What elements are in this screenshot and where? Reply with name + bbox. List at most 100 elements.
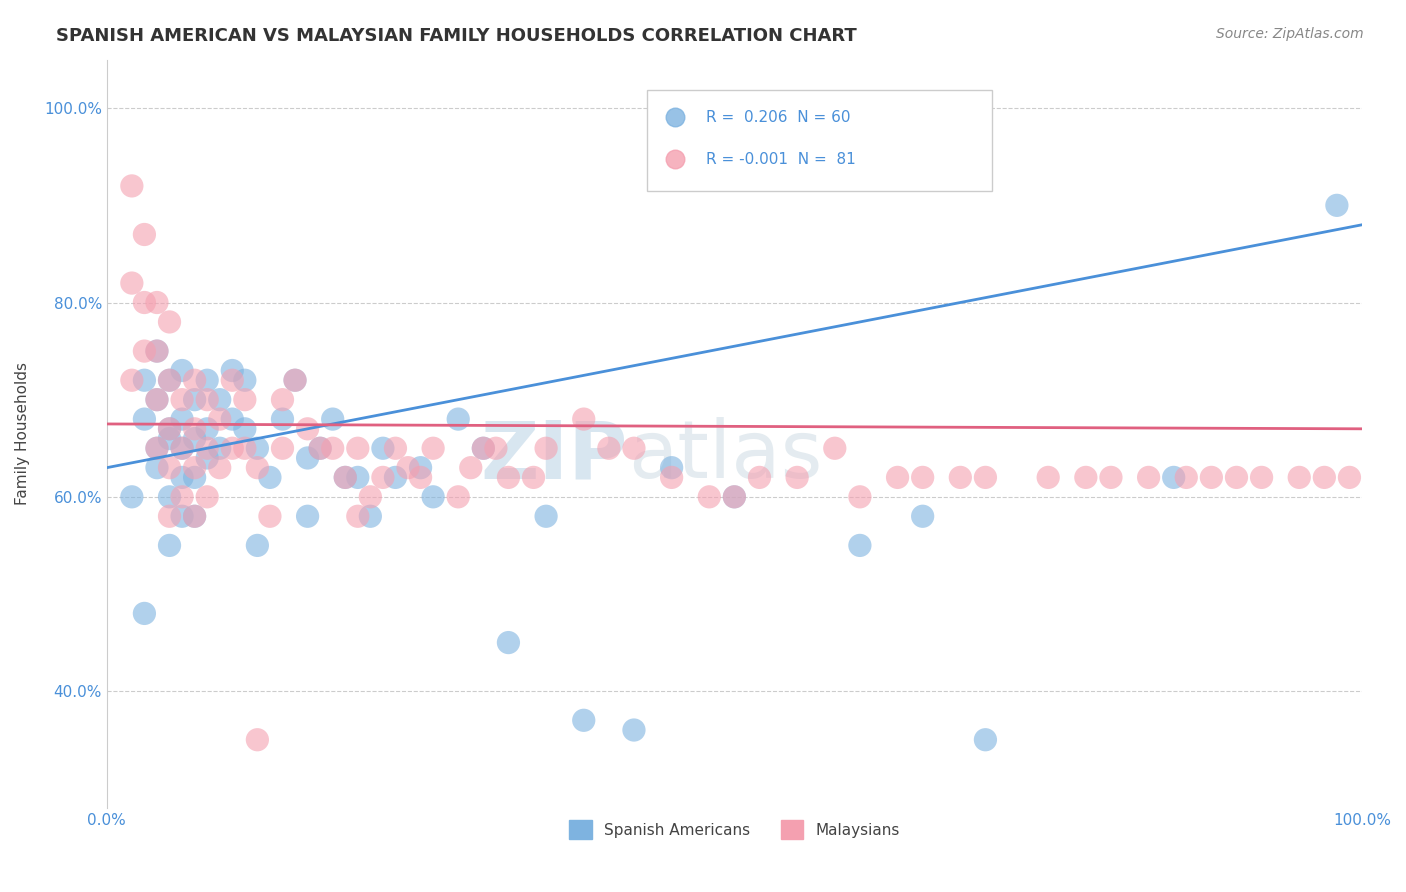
Point <box>159 422 181 436</box>
Point <box>159 509 181 524</box>
Point <box>170 392 193 407</box>
Point <box>259 470 281 484</box>
Point <box>322 442 344 456</box>
Text: R =  0.206  N = 60: R = 0.206 N = 60 <box>706 110 851 125</box>
Point <box>271 442 294 456</box>
Point <box>498 470 520 484</box>
Point <box>208 412 231 426</box>
Point <box>195 373 218 387</box>
Point <box>134 412 156 426</box>
Point <box>233 392 256 407</box>
Point <box>246 460 269 475</box>
Y-axis label: Family Households: Family Households <box>15 362 30 505</box>
Point <box>322 412 344 426</box>
Point <box>949 470 972 484</box>
Point <box>335 470 357 484</box>
Point <box>121 373 143 387</box>
Point <box>159 490 181 504</box>
Point <box>422 490 444 504</box>
Point <box>309 442 332 456</box>
Point <box>359 490 381 504</box>
Point <box>472 442 495 456</box>
Point <box>1288 470 1310 484</box>
Point <box>146 344 169 359</box>
Point <box>1201 470 1223 484</box>
Point <box>134 227 156 242</box>
Text: atlas: atlas <box>627 417 823 495</box>
Point <box>664 230 686 244</box>
Point <box>384 442 406 456</box>
Point <box>346 470 368 484</box>
Point <box>422 442 444 456</box>
Point <box>664 176 686 190</box>
Point <box>246 538 269 552</box>
Point <box>284 373 307 387</box>
Point <box>396 460 419 475</box>
Point <box>598 442 620 456</box>
Point <box>886 470 908 484</box>
Point <box>371 442 394 456</box>
Point <box>170 470 193 484</box>
Point <box>1038 470 1060 484</box>
Point <box>246 442 269 456</box>
Point <box>134 344 156 359</box>
Point <box>371 470 394 484</box>
Point <box>409 460 432 475</box>
Point <box>221 442 243 456</box>
Point <box>183 460 205 475</box>
Point <box>259 509 281 524</box>
Point <box>297 450 319 465</box>
Point <box>623 442 645 456</box>
Point <box>134 373 156 387</box>
Point <box>159 460 181 475</box>
Point <box>195 490 218 504</box>
Point <box>146 295 169 310</box>
Point <box>134 295 156 310</box>
Point <box>1326 198 1348 212</box>
Point <box>183 432 205 446</box>
Point <box>335 470 357 484</box>
Text: SPANISH AMERICAN VS MALAYSIAN FAMILY HOUSEHOLDS CORRELATION CHART: SPANISH AMERICAN VS MALAYSIAN FAMILY HOU… <box>56 27 858 45</box>
Point <box>661 470 683 484</box>
Point <box>284 373 307 387</box>
Point <box>195 442 218 456</box>
Point <box>297 509 319 524</box>
Point <box>146 460 169 475</box>
Point <box>447 490 470 504</box>
Point <box>974 732 997 747</box>
Point <box>824 442 846 456</box>
Point <box>221 363 243 377</box>
Legend: Spanish Americans, Malaysians: Spanish Americans, Malaysians <box>562 814 905 845</box>
Point <box>170 363 193 377</box>
Point <box>1163 470 1185 484</box>
Point <box>346 509 368 524</box>
Point <box>271 392 294 407</box>
Text: Source: ZipAtlas.com: Source: ZipAtlas.com <box>1216 27 1364 41</box>
Point <box>786 470 808 484</box>
Point <box>911 470 934 484</box>
Point <box>359 509 381 524</box>
Point <box>534 442 557 456</box>
Point <box>723 490 745 504</box>
Point <box>472 442 495 456</box>
Point <box>195 450 218 465</box>
Point <box>723 490 745 504</box>
Point <box>159 373 181 387</box>
Point <box>1175 470 1198 484</box>
Point <box>1250 470 1272 484</box>
Point <box>233 422 256 436</box>
Point <box>146 392 169 407</box>
Point <box>1225 470 1247 484</box>
Point <box>447 412 470 426</box>
Point <box>271 412 294 426</box>
Point <box>1074 470 1097 484</box>
Text: ZIP: ZIP <box>481 417 627 495</box>
Point <box>221 412 243 426</box>
Point <box>170 412 193 426</box>
Point <box>309 442 332 456</box>
Point <box>1099 470 1122 484</box>
Point <box>409 470 432 484</box>
Point <box>146 442 169 456</box>
Point <box>911 509 934 524</box>
Point <box>384 470 406 484</box>
